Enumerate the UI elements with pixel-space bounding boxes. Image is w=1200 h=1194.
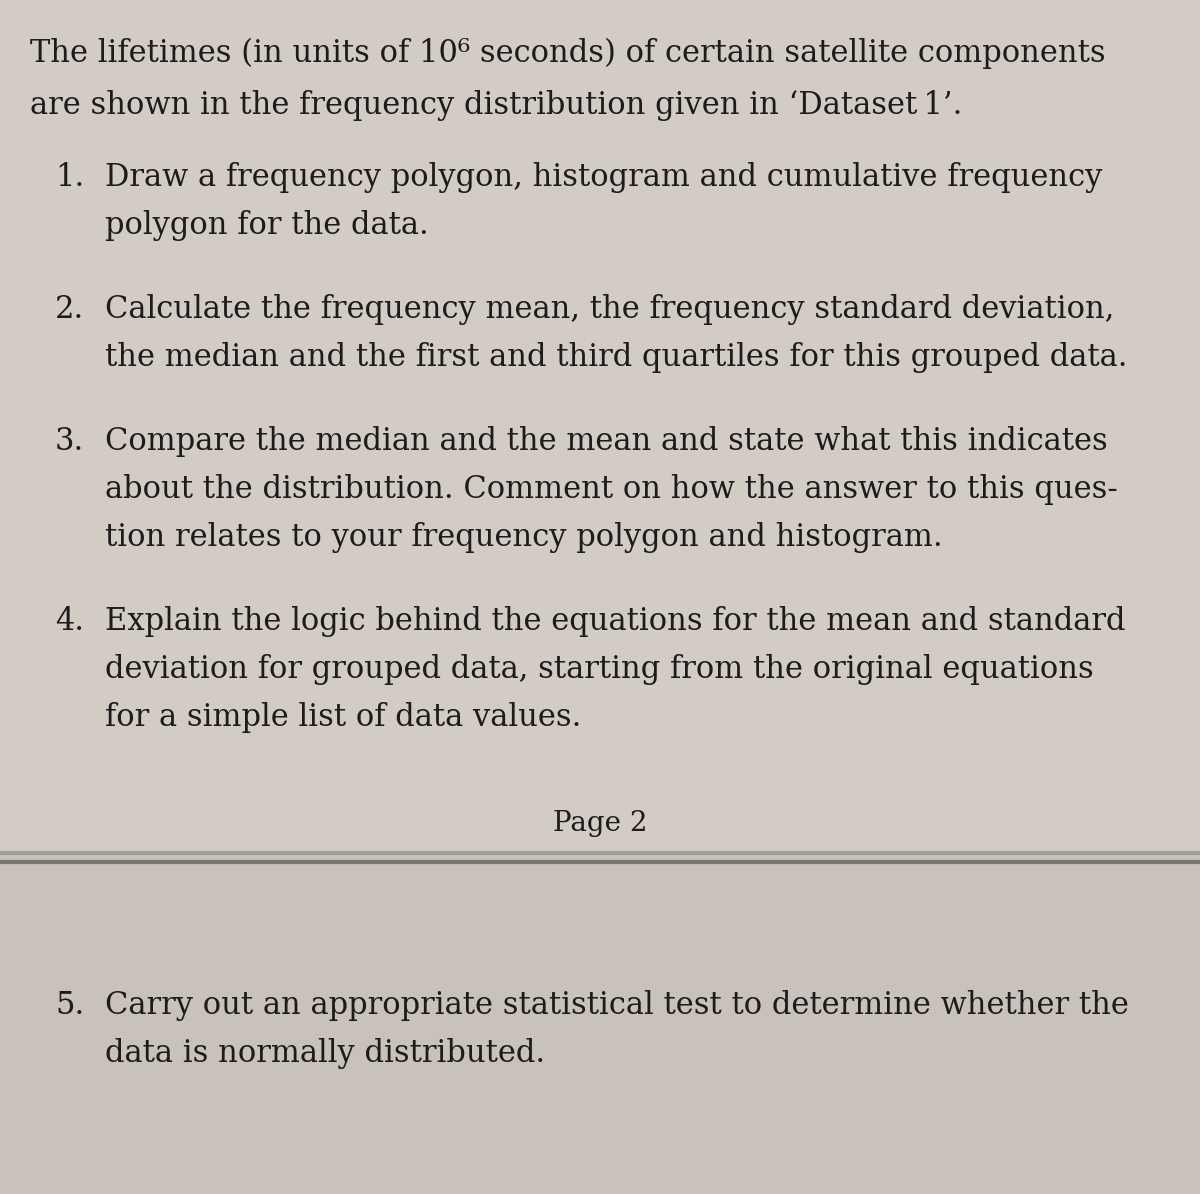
Text: 1.: 1. bbox=[55, 162, 84, 193]
Text: Draw a frequency polygon, histogram and cumulative frequency: Draw a frequency polygon, histogram and … bbox=[106, 162, 1103, 193]
Text: 4.: 4. bbox=[55, 607, 84, 638]
Text: 2.: 2. bbox=[55, 294, 84, 325]
Text: 5.: 5. bbox=[55, 990, 84, 1021]
Text: 3.: 3. bbox=[55, 426, 84, 457]
Bar bbox=[0, 853, 1200, 1194]
Text: The lifetimes (in units of 10⁶ seconds) of certain satellite components: The lifetimes (in units of 10⁶ seconds) … bbox=[30, 38, 1105, 69]
Text: data is normally distributed.: data is normally distributed. bbox=[106, 1038, 545, 1069]
Text: about the distribution. Comment on how the answer to this ques-: about the distribution. Comment on how t… bbox=[106, 474, 1117, 505]
Text: polygon for the data.: polygon for the data. bbox=[106, 210, 428, 241]
Text: Page 2: Page 2 bbox=[553, 810, 647, 837]
Text: Carry out an appropriate statistical test to determine whether the: Carry out an appropriate statistical tes… bbox=[106, 990, 1129, 1021]
Bar bbox=[0, 0, 1200, 853]
Text: Calculate the frequency mean, the frequency standard deviation,: Calculate the frequency mean, the freque… bbox=[106, 294, 1115, 325]
Text: Explain the logic behind the equations for the mean and standard: Explain the logic behind the equations f… bbox=[106, 607, 1126, 638]
Text: are shown in the frequency distribution given in ‘Dataset 1’.: are shown in the frequency distribution … bbox=[30, 90, 962, 121]
Text: for a simple list of data values.: for a simple list of data values. bbox=[106, 702, 581, 733]
Text: tion relates to your frequency polygon and histogram.: tion relates to your frequency polygon a… bbox=[106, 522, 943, 553]
Text: deviation for grouped data, starting from the original equations: deviation for grouped data, starting fro… bbox=[106, 654, 1093, 685]
Text: Compare the median and the mean and state what this indicates: Compare the median and the mean and stat… bbox=[106, 426, 1108, 457]
Text: the median and the first and third quartiles for this grouped data.: the median and the first and third quart… bbox=[106, 341, 1128, 373]
